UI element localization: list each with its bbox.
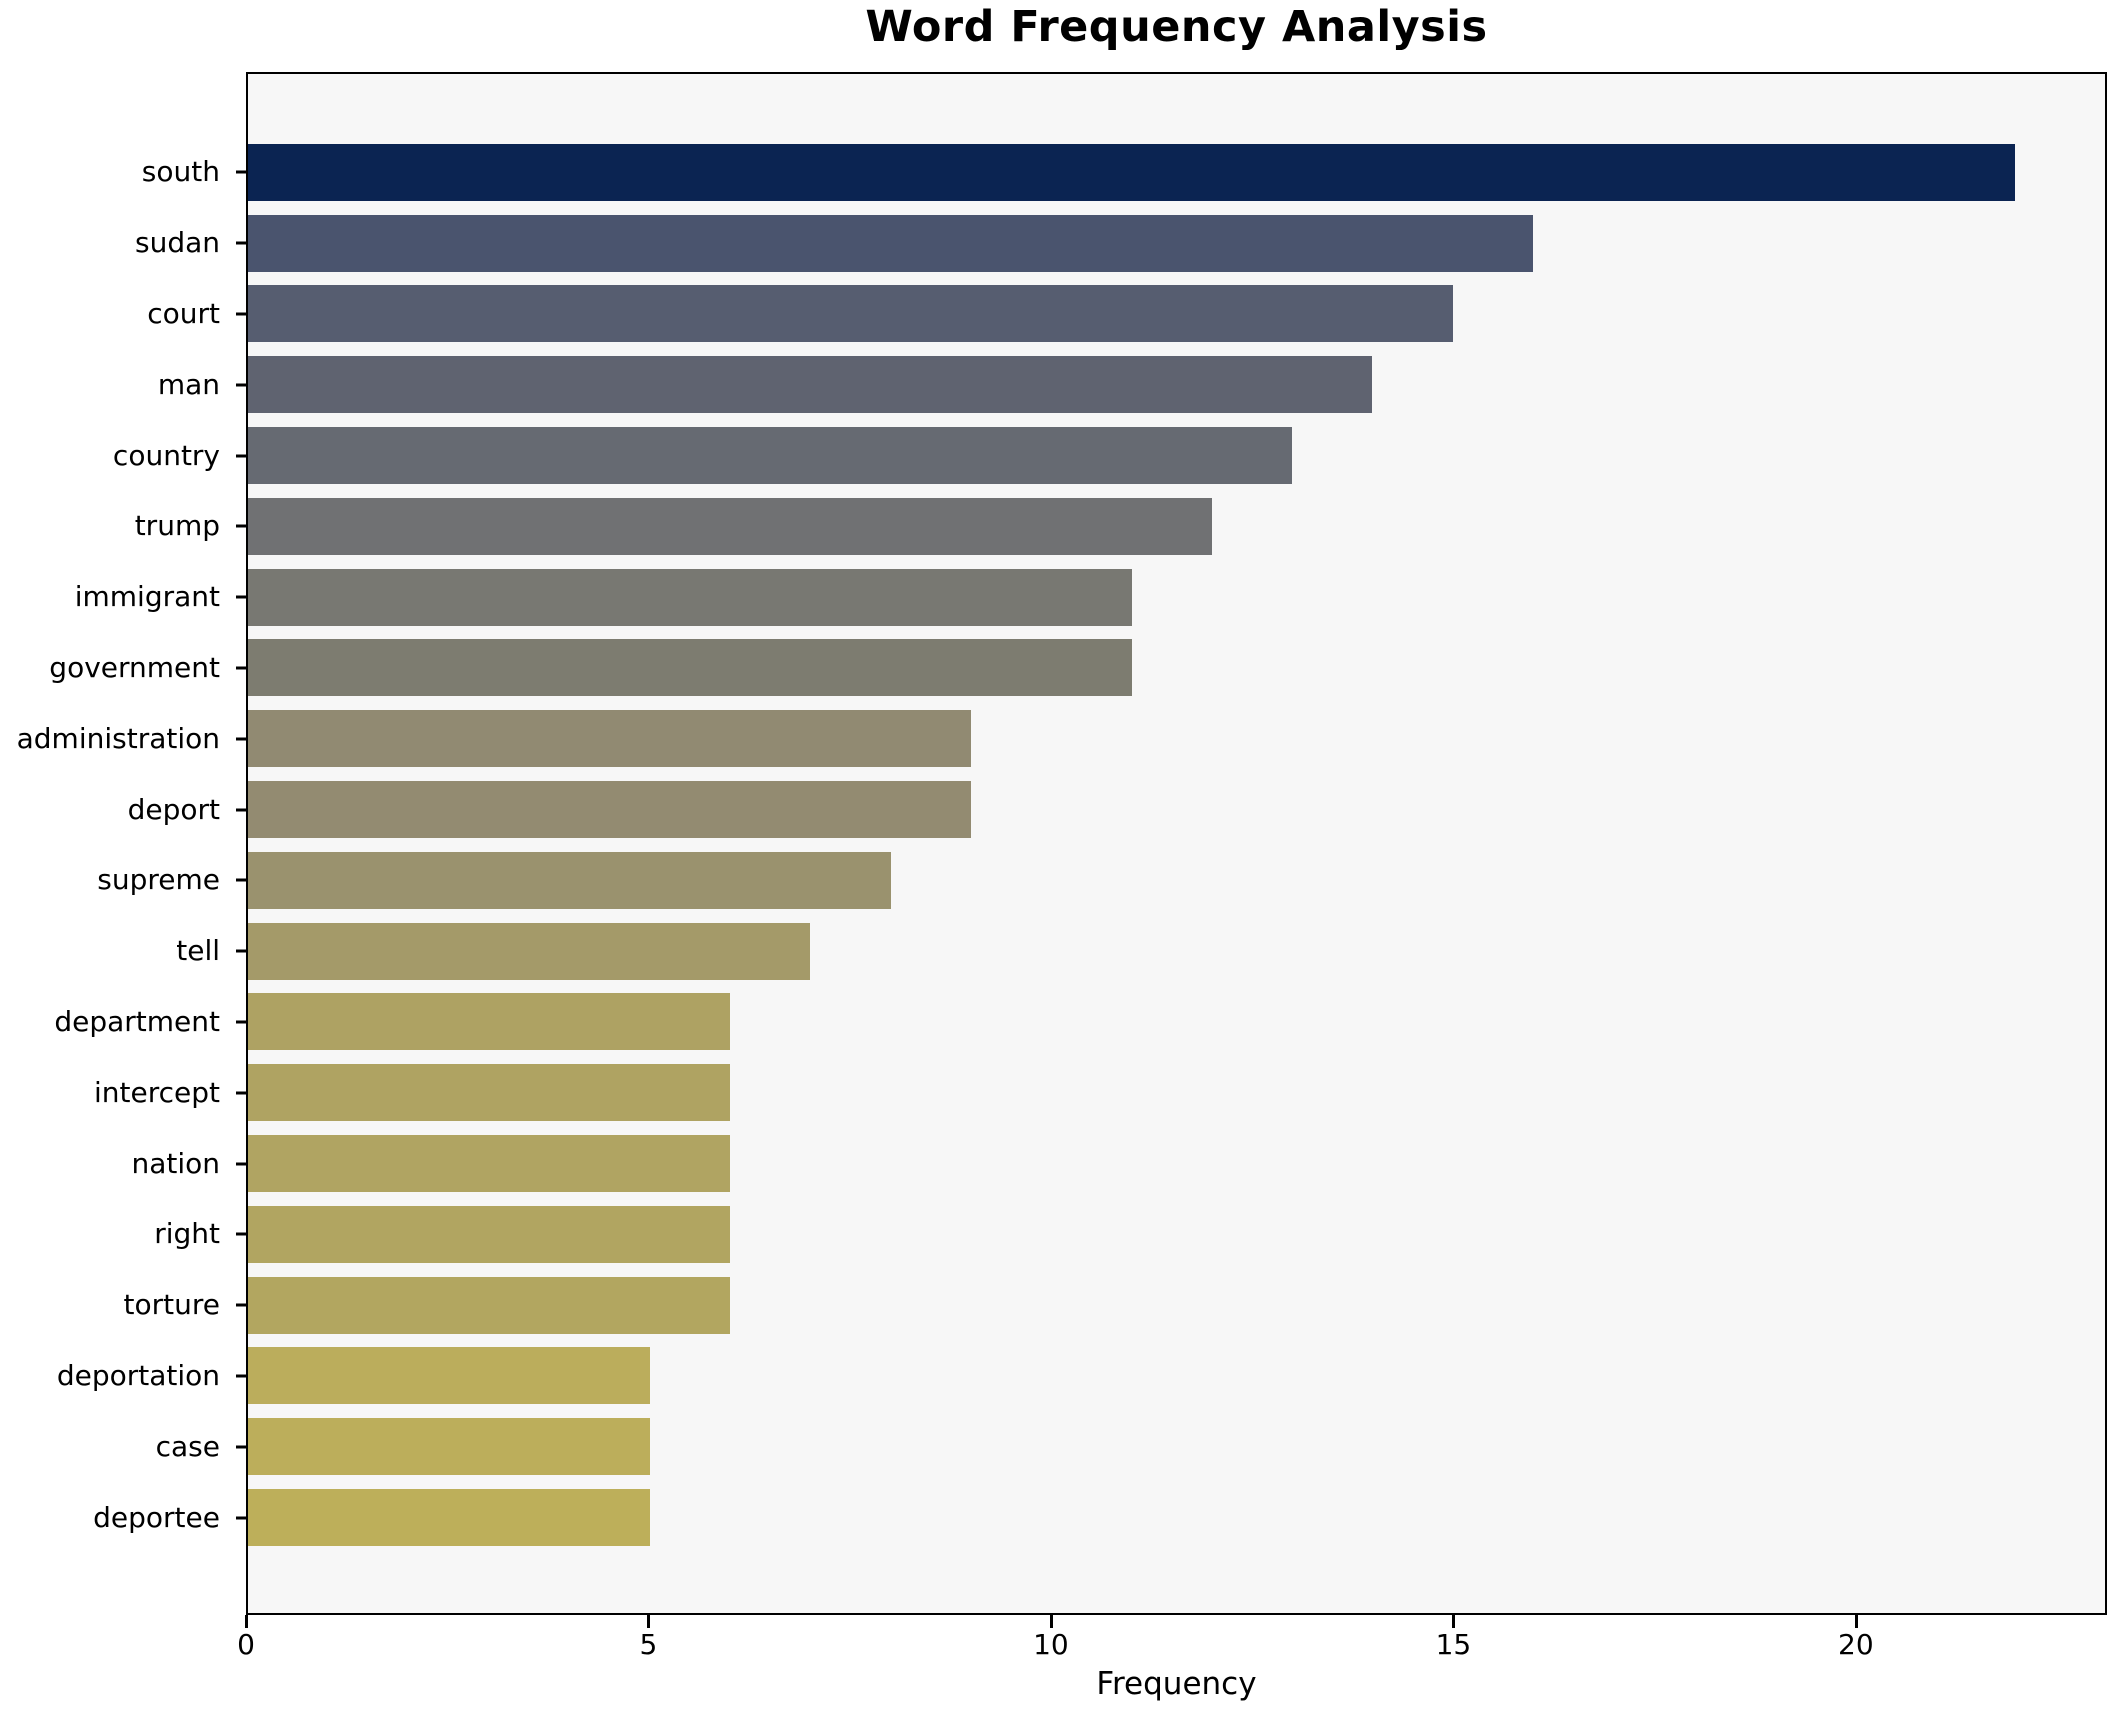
x-axis-label: Frequency <box>1096 1666 1257 1702</box>
y-tick-label: supreme <box>97 863 220 897</box>
y-tick-label: tell <box>176 934 220 968</box>
bar <box>248 993 730 1051</box>
y-tick-label: deport <box>127 792 220 826</box>
bar <box>248 1205 730 1263</box>
bar <box>248 1418 650 1476</box>
x-tick-label: 20 <box>1838 1628 1874 1661</box>
bar-row: deportee <box>93 1482 2105 1553</box>
y-tick-mark <box>236 454 246 458</box>
y-tick-mark <box>236 1516 246 1520</box>
y-tick-mark <box>236 241 246 245</box>
y-tick-mark <box>236 1232 246 1236</box>
x-tick-label: 15 <box>1435 1628 1472 1661</box>
bar-row: trump <box>135 491 2105 562</box>
bar-row: government <box>49 633 2105 704</box>
bar-row: department <box>54 987 2105 1058</box>
bar <box>248 427 1293 485</box>
y-tick-label: nation <box>131 1146 220 1180</box>
bar-row: torture <box>124 1270 2105 1341</box>
chart-title: Word Frequency Analysis <box>865 2 1488 52</box>
bar-row: sudan <box>135 208 2105 279</box>
y-tick-mark <box>236 666 246 670</box>
y-tick-label: case <box>155 1429 220 1463</box>
y-tick-label: south <box>141 155 220 189</box>
y-tick-label: sudan <box>134 226 220 260</box>
y-tick-label: man <box>157 367 220 401</box>
bar-row: immigrant <box>75 562 2105 633</box>
y-tick-mark <box>236 1445 246 1449</box>
bar <box>248 851 891 909</box>
bar-row: supreme <box>97 845 2105 916</box>
y-tick-mark <box>236 1091 246 1095</box>
bar <box>248 1489 650 1547</box>
y-tick-mark <box>236 737 246 741</box>
y-tick-mark <box>236 949 246 953</box>
bar-row: case <box>156 1411 2105 1482</box>
bar <box>248 356 1373 414</box>
y-tick-mark <box>236 1303 246 1307</box>
y-tick-mark <box>236 170 246 174</box>
y-tick-label: trump <box>134 509 220 543</box>
y-tick-mark <box>236 1020 246 1024</box>
bar-row: country <box>113 420 2105 491</box>
bar-row: administration <box>17 703 2105 774</box>
x-tick-mark <box>245 1615 248 1628</box>
bar <box>248 214 1534 272</box>
y-tick-mark <box>236 312 246 316</box>
bar <box>248 922 811 980</box>
bar <box>248 143 2016 201</box>
x-tick-label: 5 <box>639 1628 658 1661</box>
bar-row: man <box>158 349 2105 420</box>
y-tick-label: department <box>54 1004 220 1038</box>
plot-area: south sudan court man country trump immigrant g… <box>17 72 2107 1615</box>
y-tick-label: government <box>49 650 220 684</box>
bar <box>248 568 1132 626</box>
x-tick-label: 0 <box>237 1628 255 1661</box>
y-tick-mark <box>236 878 246 882</box>
y-tick-mark <box>236 383 246 387</box>
bar <box>248 497 1212 555</box>
bar <box>248 1347 650 1405</box>
x-tick-mark <box>1049 1615 1053 1628</box>
bars-container: south sudan court man country trump immigrant g… <box>17 137 2105 1553</box>
bar-row: tell <box>176 916 2105 987</box>
bar-row: intercept <box>94 1057 2105 1128</box>
y-tick-label: deportation <box>56 1358 220 1392</box>
x-tick-label: 10 <box>1033 1628 1069 1661</box>
y-tick-label: immigrant <box>74 580 220 614</box>
bar <box>248 781 971 839</box>
bar-row: south <box>142 137 2105 208</box>
y-tick-mark <box>236 1162 246 1166</box>
y-tick-label: deportee <box>93 1500 220 1534</box>
bar-row: right <box>154 1199 2105 1270</box>
bar-row: nation <box>131 1128 2105 1199</box>
bar <box>248 639 1132 697</box>
bar <box>248 285 1453 343</box>
y-tick-label: country <box>112 438 220 472</box>
x-tick-mark <box>1854 1615 1858 1628</box>
y-tick-label: right <box>154 1217 220 1251</box>
bar <box>248 1064 730 1122</box>
bar-row: deportation <box>57 1341 2105 1412</box>
y-tick-label: torture <box>123 1288 220 1322</box>
bar <box>248 1135 730 1193</box>
bar <box>248 710 971 768</box>
y-tick-mark <box>236 524 246 528</box>
y-tick-mark <box>236 808 246 812</box>
y-tick-mark <box>236 1374 246 1378</box>
x-tick-mark <box>1452 1615 1456 1628</box>
bar-row: court <box>147 279 2105 350</box>
bar-row: deport <box>128 774 2105 845</box>
bar <box>248 1276 730 1334</box>
y-tick-label: administration <box>16 721 220 755</box>
y-tick-label: intercept <box>94 1075 220 1109</box>
y-tick-label: court <box>147 296 220 330</box>
x-tick-mark <box>647 1615 651 1628</box>
y-tick-mark <box>236 595 246 599</box>
x-axis-ticks: 0 5 10 15 20 <box>237 1615 2107 1675</box>
